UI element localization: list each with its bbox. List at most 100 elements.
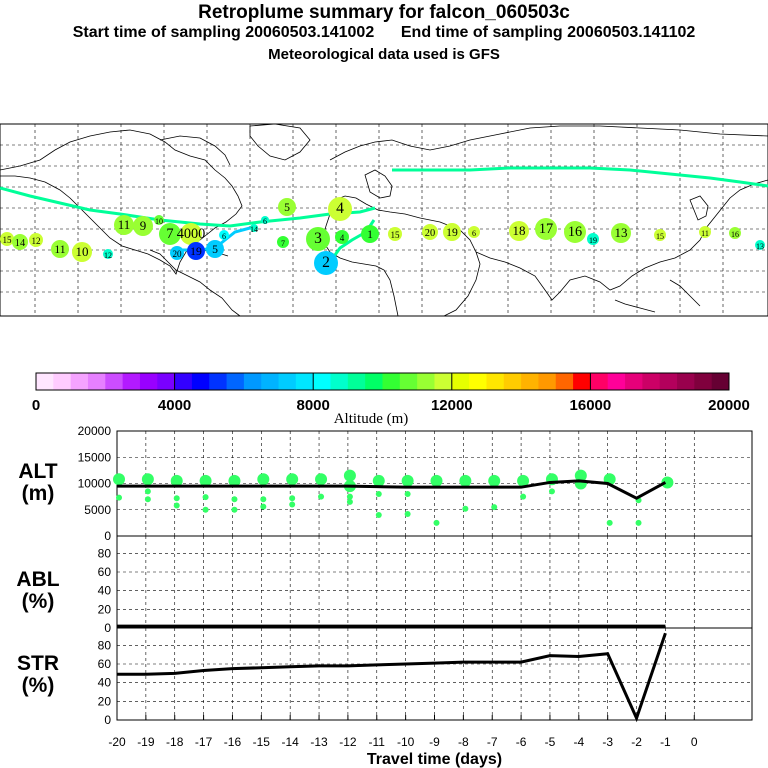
y-tick-label: 0 [104,713,111,727]
plume-marker [654,229,666,241]
y-tick-label: 80 [98,638,112,652]
alt-point [228,474,241,487]
y-tick-label: 80 [98,546,112,560]
plume-marker-label: 1 [367,228,373,241]
plume-marker-label: 18 [513,223,526,238]
colorbar-swatch [503,373,522,390]
x-tick-label: -11 [369,735,386,749]
plume-marker [388,227,402,241]
colorbar-swatch [70,373,89,390]
alt-point [113,473,125,486]
plume-marker [187,242,205,260]
plume-marker [51,240,69,258]
plume-marker-label: 16 [568,224,582,240]
colorbar-tick-label: 4000 [158,397,191,414]
alt-point [173,495,180,502]
alt-point [231,506,238,513]
y-tick-label: 20 [98,694,112,708]
sampling-times: Start time of sampling 20060503.141002 E… [72,24,696,41]
plume-marker [587,233,599,245]
colorbar-swatch [642,373,661,390]
plume-marker-label: 11 [54,243,65,256]
colorbar-swatch [105,373,124,390]
alt-point [202,494,209,501]
panel-label: ABL [16,568,59,591]
alt-point [318,493,325,500]
plume-marker [564,221,586,243]
plume-marker-label: 12 [104,251,112,260]
colorbar-swatch [365,373,383,390]
plume-marker-label: 6 [472,229,476,238]
x-tick-label: -9 [429,735,440,749]
plume-marker-label: 9 [140,218,147,233]
plume-marker [611,223,631,243]
colorbar-swatch [625,373,643,390]
x-tick-label: -13 [310,735,328,749]
chart-title: Retroplume summary for falcon_060503c [198,2,570,23]
colorbar-swatch [555,373,574,390]
x-tick-label: -18 [166,735,184,749]
plume-marker [133,216,153,236]
plume-marker-label: 16 [731,230,739,239]
plume-marker [12,234,28,250]
x-tick-label: -8 [458,735,469,749]
colorbar-swatch [53,373,72,390]
plume-marker [170,246,184,260]
plume-marker-label: 14 [250,225,258,234]
alt-point [286,473,299,486]
alt-point [202,506,209,513]
alt-point [199,474,212,487]
y-tick-label: 10000 [78,477,112,491]
alt-point [488,474,501,487]
colorbar-tick-label: 16000 [570,397,612,414]
x-tick-label: -16 [224,735,242,749]
plume-marker [159,223,181,245]
plume-marker-label: 13 [756,242,764,251]
plume-marker [443,223,461,241]
alt-point [315,473,328,486]
plume-marker [219,230,229,240]
colorbar-swatch [677,373,695,390]
alt-point [260,496,267,503]
alt-point [231,496,238,503]
y-tick-label: 0 [104,621,111,635]
colorbar-swatch [330,373,349,390]
x-tick-label: -5 [545,735,556,749]
x-tick-label: -19 [137,735,155,749]
colorbar-swatch [122,373,141,390]
plume-marker [535,218,557,240]
y-tick-label: 40 [98,584,112,598]
plume-marker-label: 5 [212,243,218,256]
plume-marker [278,198,296,216]
colorbar-swatch [382,373,401,390]
x-tick-label: -20 [108,735,126,749]
colorbar-swatch [347,373,366,390]
alt-point [433,519,440,526]
coastlines [0,123,768,317]
colorbar-tick-label: 8000 [297,397,330,414]
panel-label: ALT [18,460,57,483]
plume-marker [0,232,14,246]
colorbar-swatch [711,373,730,390]
alt-point [173,502,180,509]
alt-point [144,496,151,503]
y-tick-label: 20 [98,602,112,616]
alt-point [459,474,472,487]
colorbar-swatch [399,373,418,390]
colorbar-swatch [451,373,470,390]
plume-marker [103,249,113,259]
plume-marker-label: 5 [284,201,290,214]
plume-marker-label: 4000 [177,226,206,242]
alt-point [372,474,385,487]
colorbar-tick-label: 20000 [708,397,750,414]
alt-point [661,476,674,489]
colorbar-swatch [469,373,487,390]
colorbar-tick-label: 12000 [431,397,473,414]
plume-marker-label: 10 [76,244,89,259]
plume-marker-label: 4 [340,233,345,243]
plume-marker [422,224,438,240]
alt-point [116,494,122,501]
plume-marker [206,240,224,258]
alt-point [289,495,296,502]
y-tick-label: 0 [104,529,111,543]
